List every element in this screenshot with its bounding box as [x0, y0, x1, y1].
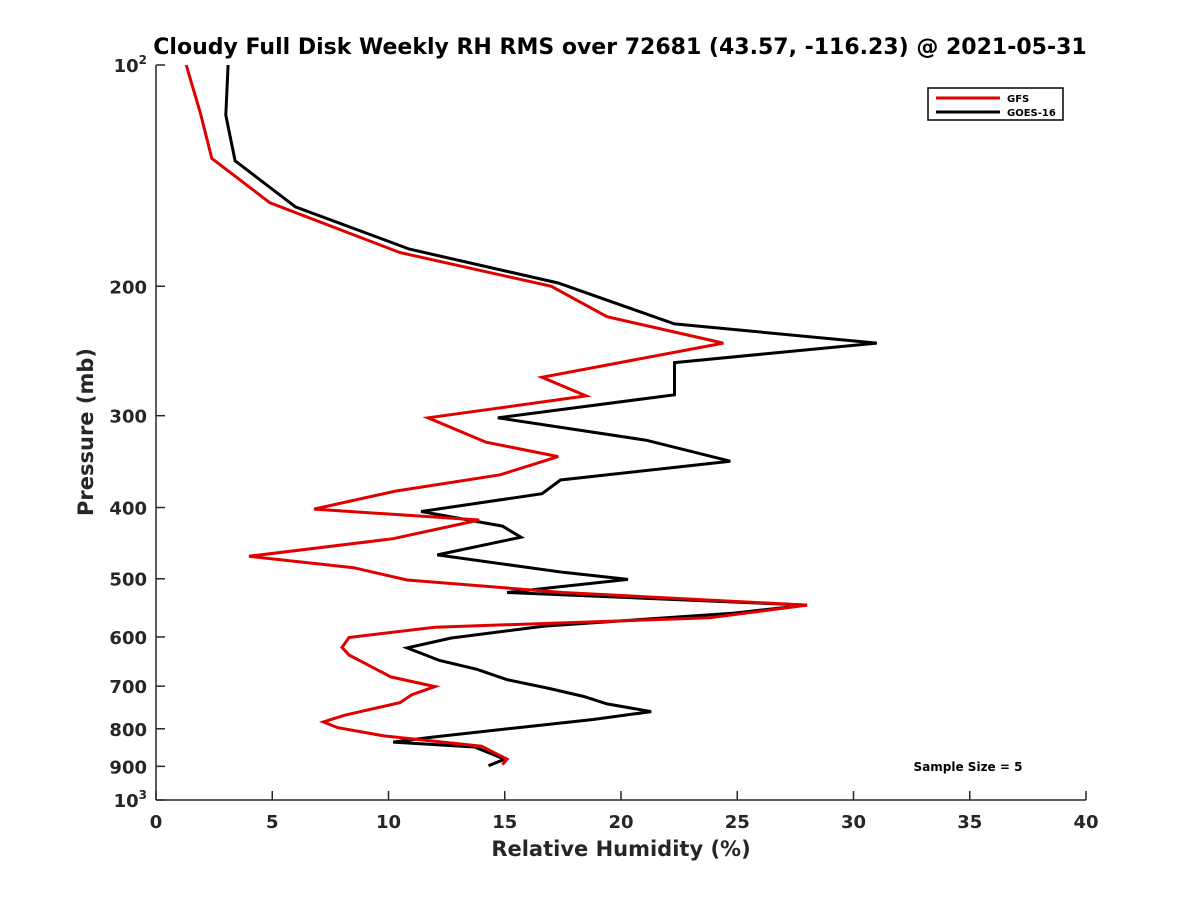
- y-tick-label-base: 300: [109, 407, 147, 428]
- x-tick-label: 0: [150, 812, 163, 833]
- y-tick-label: 200: [109, 277, 147, 298]
- y-tick-label: 900: [109, 757, 147, 778]
- y-tick-label-exponent: 2: [139, 53, 147, 67]
- series-layer: [184, 64, 877, 768]
- y-tick-label: 102: [114, 53, 147, 77]
- legend-box: [927, 87, 1064, 121]
- x-tick-label: 35: [957, 812, 982, 833]
- x-tick-label: 20: [608, 812, 633, 833]
- series-line-gfs: [184, 64, 808, 766]
- y-tick-label: 600: [109, 628, 147, 649]
- chart-title: Cloudy Full Disk Weekly RH RMS over 7268…: [153, 35, 1086, 60]
- axes-layer: 0 5 10 15 20 25 30 35 40102200300400500600700800…: [109, 53, 1098, 833]
- x-tick-label: 25: [725, 812, 750, 833]
- legend-label-gfs: GFS: [1007, 94, 1029, 105]
- y-tick-label: 700: [109, 677, 147, 698]
- legend-label-goes-16: GOES-16: [1007, 108, 1056, 119]
- x-tick-label: 5: [266, 812, 279, 833]
- y-tick-label-base: 900: [109, 757, 147, 778]
- y-tick-label-exponent: 3: [139, 788, 147, 802]
- y-tick-label-base: 600: [109, 628, 147, 649]
- plot-area: [156, 65, 1086, 800]
- y-tick-label-base: 800: [109, 720, 147, 741]
- x-tick-label: 10: [376, 812, 401, 833]
- y-tick-label-base: 500: [109, 570, 147, 591]
- x-axis-label: Relative Humidity (%): [491, 837, 750, 861]
- y-tick-label-base: 700: [109, 677, 147, 698]
- y-tick-label: 500: [109, 570, 147, 591]
- x-tick-label: 15: [492, 812, 517, 833]
- y-tick-label: 103: [114, 788, 147, 812]
- y-tick-label-base: 400: [109, 499, 147, 520]
- series-line-goes-16: [224, 64, 877, 768]
- y-tick-label-base: 10: [114, 791, 139, 812]
- y-axis-label: Pressure (mb): [74, 348, 98, 516]
- y-tick-label-base: 200: [109, 277, 147, 298]
- x-tick-label: 40: [1073, 812, 1098, 833]
- y-tick-label: 800: [109, 720, 147, 741]
- y-tick-label: 400: [109, 499, 147, 520]
- y-tick-label: 300: [109, 407, 147, 428]
- legend: GFS GOES-16: [927, 87, 1064, 121]
- x-tick-label: 30: [841, 812, 866, 833]
- y-tick-label-base: 10: [114, 56, 139, 77]
- sample-size-annotation: Sample Size = 5: [914, 760, 1023, 774]
